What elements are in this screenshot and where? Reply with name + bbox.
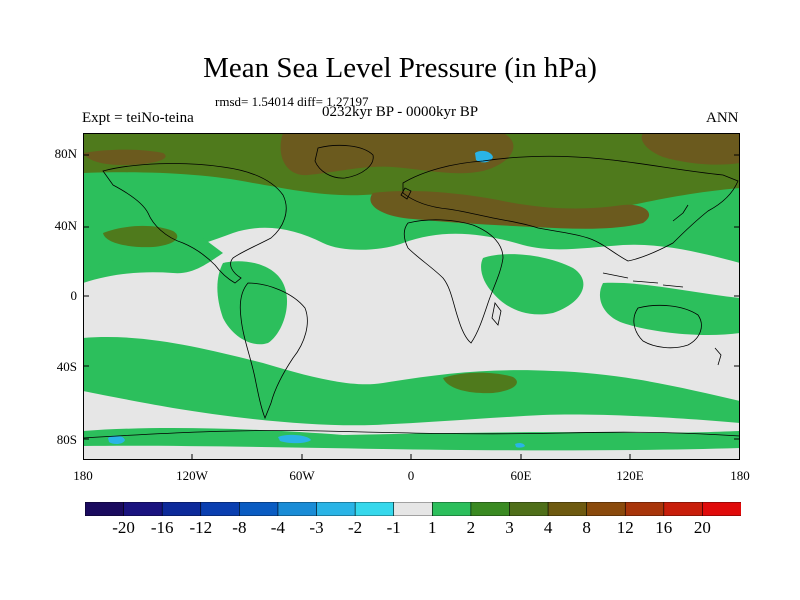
lon-tick-120e: 120E bbox=[616, 468, 644, 483]
colorbar-label: 1 bbox=[428, 518, 437, 537]
lon-tick-120w: 120W bbox=[176, 468, 208, 483]
colorbar-label: 2 bbox=[466, 518, 476, 537]
coast-greenland bbox=[314, 144, 374, 179]
colorbar-segment bbox=[393, 502, 434, 516]
coast-north-america bbox=[102, 163, 287, 284]
period-label: 0232kyr BP - 0000kyr BP bbox=[322, 104, 479, 120]
lat-tick-40n: 40N bbox=[54, 218, 77, 233]
lat-tick-40s: 40S bbox=[56, 359, 77, 374]
colorbar-segment bbox=[239, 502, 279, 516]
colorbar-label: -20 bbox=[112, 518, 135, 537]
colorbar-label: -8 bbox=[232, 518, 247, 537]
coast-africa bbox=[403, 219, 504, 344]
coast-indonesia bbox=[602, 272, 684, 288]
colorbar-label: -16 bbox=[150, 518, 174, 537]
colorbar-segment bbox=[547, 502, 588, 516]
pressure-anomaly-map bbox=[83, 133, 740, 460]
colorbar-label: 4 bbox=[543, 518, 553, 537]
colorbar-segment bbox=[123, 502, 163, 516]
colorbar-label: 20 bbox=[693, 518, 711, 537]
coast-south-america bbox=[239, 282, 308, 420]
colorbar-segment bbox=[509, 502, 549, 516]
coast-new-zealand bbox=[714, 347, 722, 366]
lon-tick-60e: 60E bbox=[510, 468, 532, 483]
colorbar-segment bbox=[702, 502, 741, 516]
lon-tick-180e: 180 bbox=[730, 468, 750, 483]
colorbar-label: 12 bbox=[616, 518, 634, 537]
coast-japan bbox=[672, 204, 689, 222]
chart-title: Mean Sea Level Pressure (in hPa) bbox=[203, 52, 597, 84]
colorbar bbox=[85, 502, 741, 516]
colorbar-segment bbox=[316, 502, 356, 516]
coast-europe-asia bbox=[402, 155, 739, 262]
axis-ticks bbox=[83, 154, 740, 460]
colorbar-label: -12 bbox=[189, 518, 213, 537]
colorbar-label: 8 bbox=[582, 518, 591, 537]
season-label: ANN bbox=[706, 110, 739, 126]
coastlines bbox=[83, 144, 740, 439]
lat-tick-0: 0 bbox=[70, 288, 78, 303]
contour-class-3 bbox=[83, 133, 740, 394]
contour-class-neg2 bbox=[108, 150, 525, 448]
lon-tick-60w: 60W bbox=[289, 468, 315, 483]
lat-tick-80n: 80N bbox=[54, 146, 77, 161]
colorbar-segment bbox=[586, 502, 627, 516]
colorbar-label: -4 bbox=[270, 518, 285, 537]
coast-uk bbox=[400, 187, 412, 200]
colorbar-segment bbox=[431, 502, 472, 516]
lat-tick-80s: 80S bbox=[56, 432, 77, 447]
coast-australia bbox=[633, 304, 702, 349]
colorbar-segment bbox=[470, 502, 511, 516]
colorbar-segment bbox=[200, 502, 241, 516]
colorbar-segment bbox=[161, 502, 202, 516]
stats-text: rmsd= 1.54014 diff= 1.27197 bbox=[215, 94, 369, 109]
colorbar-label: -3 bbox=[309, 518, 324, 537]
colorbar-segment bbox=[277, 502, 318, 516]
colorbar-label: -1 bbox=[386, 518, 401, 537]
lon-tick-0: 0 bbox=[407, 468, 415, 483]
colorbar-segment bbox=[663, 502, 704, 516]
lon-tick-180w: 180 bbox=[73, 468, 93, 483]
coast-madagascar bbox=[491, 302, 502, 326]
coast-antarctica bbox=[83, 430, 740, 439]
colorbar-segment bbox=[354, 502, 395, 516]
colorbar-label: 16 bbox=[655, 518, 673, 537]
colorbar-segment bbox=[85, 502, 125, 516]
colorbar-segment bbox=[624, 502, 665, 516]
experiment-label: Expt = teiNo-teina bbox=[82, 110, 194, 126]
colorbar-label: -2 bbox=[348, 518, 363, 537]
colorbar-label: 3 bbox=[505, 518, 514, 537]
